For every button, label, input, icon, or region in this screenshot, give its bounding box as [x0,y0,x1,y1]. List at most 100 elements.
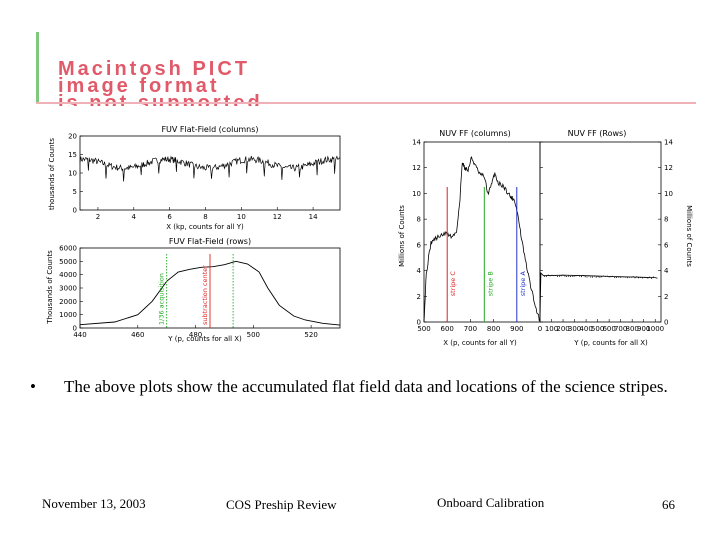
x-axis-label: Y (p, counts for all X) [167,335,242,343]
data-series-line [79,155,341,182]
data-point [638,277,640,279]
data-point [612,275,614,277]
data-point [558,275,560,277]
bullet-symbol: • [30,377,36,396]
marker-label: 1/36 acquisition [158,273,166,325]
data-point [625,276,627,278]
data-point [597,276,599,278]
y-tick-label: 6 [417,241,422,249]
stripe-marker-label: stripe A [519,271,527,297]
data-point [566,275,568,277]
data-point [569,275,571,277]
x-tick-label: 800 [626,325,639,333]
fuv-columns-chart: FUV Flat-Field (columns) X (kp, counts f… [48,125,341,231]
data-point [599,276,601,278]
data-point [588,275,590,277]
x-tick-label: 900 [637,325,650,333]
y-tick-label: 0 [73,325,77,333]
chart-title: NUV FF (columns) [439,129,510,138]
data-point [586,276,588,278]
data-point [553,274,555,277]
y-tick-label-right: 2 [664,293,668,301]
x-tick-label: 400 [579,325,592,333]
x-tick-label: 4 [132,213,137,221]
data-point [627,277,629,279]
x-tick-label: 480 [189,331,202,339]
stripe-marker-label: stripe B [486,271,494,296]
pict-line-2: image format [58,75,220,97]
y-tick-label: 10 [68,170,77,178]
plot-frame [539,141,662,323]
data-point [579,275,581,277]
data-point [649,276,651,278]
stripe-marker-label: stripe C [449,271,457,297]
data-point [595,276,597,278]
footer-topic: Onboard Calibration [437,495,545,510]
x-tick-label: 700 [614,325,627,333]
footer-event: COS Preship Review [226,497,337,512]
x-tick-label: 520 [304,331,317,339]
data-point [608,276,610,278]
y-tick-label: 4 [417,267,422,275]
x-tick-label: 700 [464,325,477,333]
data-point [652,276,654,278]
y-tick-label: 5000 [59,258,77,266]
x-tick-label: 12 [273,213,282,221]
bullet-text: The above plots show the accumulated fla… [64,377,668,396]
data-point [610,276,612,278]
y-tick-label: 1000 [59,311,77,319]
data-point [623,276,625,278]
y-tick-label-right: 4 [664,267,669,275]
data-point [632,276,634,278]
x-tick-label: 0 [538,325,542,333]
data-point [615,276,618,279]
y-tick-label-right: 0 [664,319,668,327]
data-point [547,274,549,276]
x-tick-label: 440 [73,331,86,339]
x-axis-label: X (p, counts for all Y) [443,339,517,347]
y-tick-label: 15 [68,151,77,159]
data-point [645,277,647,279]
data-series-line [79,260,341,326]
chart-title: NUV FF (Rows) [568,129,627,138]
x-tick-label: 1000 [646,325,664,333]
marker-label: subtraction center [201,265,209,325]
data-point [651,277,653,280]
data-point [621,276,623,278]
placeholder-border-left [36,32,39,104]
data-point [577,274,579,277]
fuv-rows-chart: FUV Flat-Field (rows) Y (p, counts for a… [46,237,341,343]
x-tick-label: 800 [487,325,500,333]
data-point [630,276,632,278]
data-point [614,277,616,279]
data-point [601,276,603,278]
footer-date: November 13, 2003 [42,496,146,511]
data-point [560,275,562,277]
y-tick-label: 5 [73,188,77,196]
x-tick-label: 2 [96,213,100,221]
data-point [544,275,546,277]
x-axis-label: X (kp, counts for all Y) [166,223,244,231]
pict-placeholder-image: Macintosh PICT image format is not suppo… [36,28,696,106]
y-tick-label-right: 14 [664,139,673,147]
data-point [568,275,570,277]
x-tick-label: 500 [247,331,260,339]
placeholder-border-bottom [36,102,696,104]
data-point [580,276,583,278]
y-tick-label: 4000 [59,271,77,279]
data-point [603,275,605,277]
y-tick-label: 6000 [59,245,77,253]
data-series-line [423,156,541,323]
data-point [593,275,595,277]
y-tick-label: 12 [412,164,421,172]
data-point [641,277,643,279]
data-point [556,275,559,277]
data-point [573,275,575,277]
pict-line-1: Macintosh PICT [58,58,251,80]
x-tick-label: 14 [309,213,318,221]
data-point [628,276,630,278]
y-tick-label: 2 [417,293,421,301]
y-axis-label: Millions of Counts [685,205,693,267]
x-tick-label: 6 [167,213,172,221]
y-tick-label-right: 10 [664,190,673,198]
